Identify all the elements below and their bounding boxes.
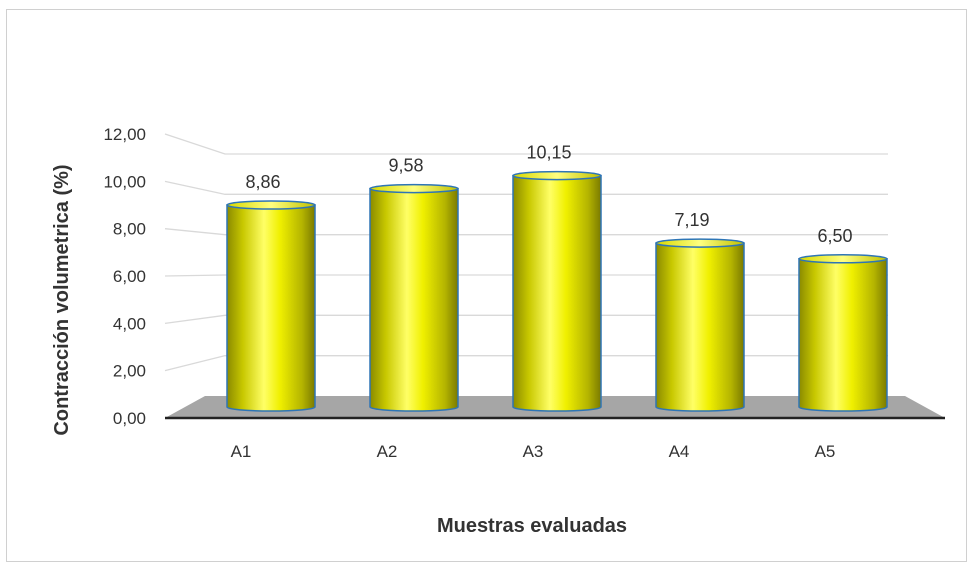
data-label: 9,58	[388, 156, 423, 176]
bar-a2	[369, 183, 459, 412]
bar-body	[226, 204, 316, 412]
bar-a3	[512, 170, 602, 412]
bar-a1	[226, 200, 316, 412]
y-tick-label: 8,00	[113, 220, 146, 239]
y-axis-title: Contracción volumetrica (%)	[51, 164, 73, 435]
data-label: 10,15	[526, 143, 571, 163]
bar-top	[369, 183, 459, 194]
bar-top	[655, 238, 745, 248]
y-tick-label: 6,00	[113, 267, 146, 286]
x-tick-label: A3	[523, 442, 544, 461]
y-tick-label: 10,00	[103, 172, 146, 191]
y-tick-label: 2,00	[113, 362, 146, 381]
data-label: 6,50	[817, 226, 852, 246]
bar-body	[655, 242, 745, 412]
gridline	[164, 228, 888, 236]
bar-top	[512, 170, 602, 181]
gridline	[164, 180, 888, 195]
bar-top	[798, 254, 888, 264]
x-tick-label: A2	[377, 442, 398, 461]
gridline	[164, 133, 888, 155]
bar-top	[226, 200, 316, 210]
y-tick-label: 0,00	[113, 409, 146, 428]
bar-body	[798, 258, 888, 412]
data-label: 8,86	[245, 172, 280, 192]
bar-body	[369, 187, 459, 412]
x-tick-label: A1	[231, 442, 252, 461]
x-tick-label: A4	[669, 442, 690, 461]
bar-body	[512, 174, 602, 412]
y-tick-label: 4,00	[113, 314, 146, 333]
x-axis-title: Muestras evaluadas	[437, 515, 627, 537]
data-label: 7,19	[674, 210, 709, 230]
x-tick-label: A5	[815, 442, 836, 461]
bar-a4	[655, 238, 745, 412]
y-tick-label: 12,00	[103, 125, 146, 144]
bar-a5	[798, 254, 888, 412]
